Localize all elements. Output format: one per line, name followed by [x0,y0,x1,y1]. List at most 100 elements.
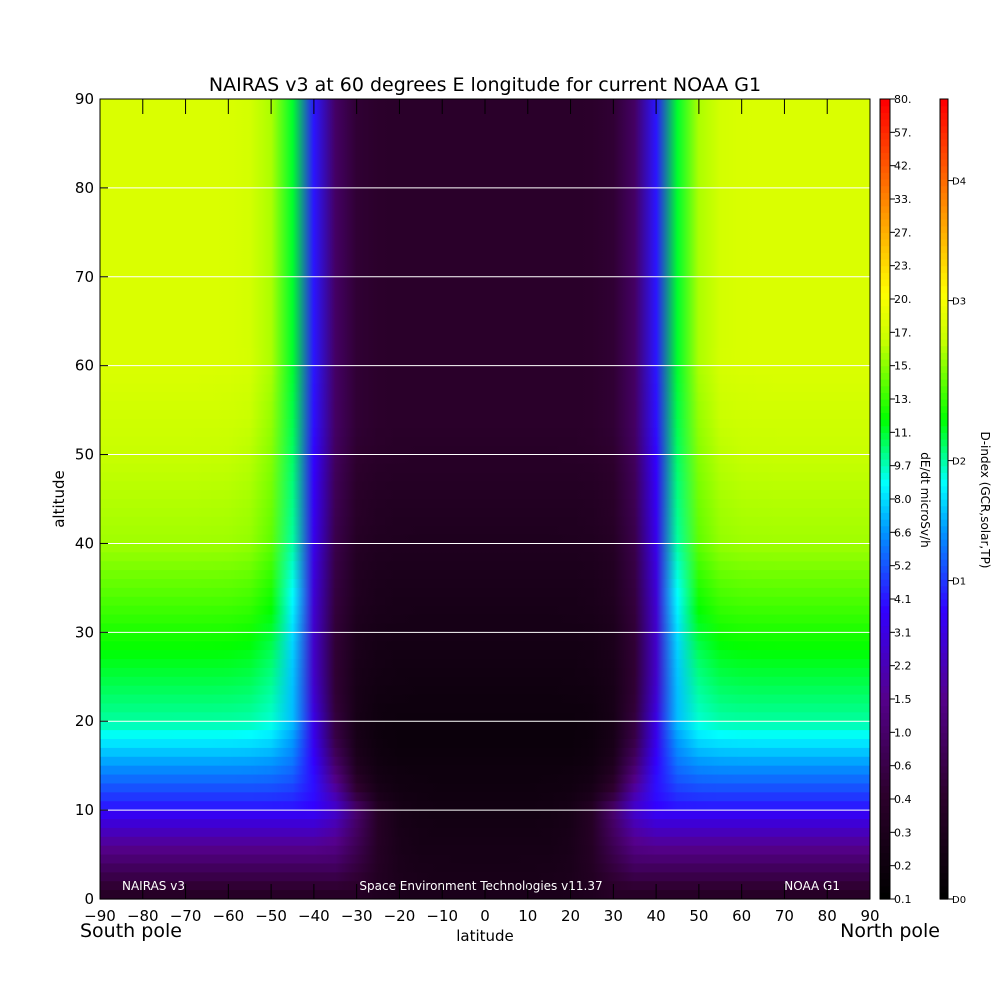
colorbar-cell [880,819,890,827]
colorbar-tick-label: 33. [894,193,912,206]
colorbar-cell [940,612,948,620]
colorbar-cell [880,612,890,620]
x-tick-label: 20 [561,907,580,925]
colorbar-cell [940,125,948,133]
colorbar-tick-label: 80. [894,93,912,106]
colorbar-cell [940,605,948,613]
heatmap-row [100,605,870,616]
colorbar-cell [940,819,948,827]
heatmap-row [100,827,870,838]
colorbar-cell [940,792,948,800]
colorbar-tick-label: 42. [894,160,912,173]
colorbar-cell [940,525,948,533]
footer-left: NAIRAS v3 [122,879,185,893]
heatmap-row [100,854,870,865]
colorbar-cell [940,245,948,253]
y-tick-label: 90 [75,90,94,108]
colorbar-cell [940,692,948,700]
colorbar-cell [940,365,948,373]
colorbar-cell [880,145,890,153]
colorbar-tick-label: 0.3 [894,826,912,839]
colorbar-cell [880,499,890,507]
heatmap-row [100,499,870,509]
colorbar-cell [880,559,890,567]
y-tick-label: 60 [75,357,94,375]
colorbar-cell [940,399,948,407]
colorbar-cell [940,539,948,547]
colorbar-cell [880,212,890,220]
dose-colorbar-label: dE/dt microSv/h [918,452,932,547]
colorbar-cell [940,645,948,653]
colorbar-tick-label: D0 [952,895,966,906]
colorbar-cell [940,772,948,780]
heatmap-row [100,241,870,251]
colorbar-tick-label: 5.2 [894,560,912,573]
x-tick-label: 90 [860,907,879,925]
colorbar-cell [880,792,890,800]
colorbar-cell [880,779,890,787]
colorbar-cell [880,465,890,473]
colorbar-cell [940,285,948,293]
heatmap-row [100,872,870,882]
colorbar-cell [880,279,890,287]
colorbar-cell [880,239,890,247]
colorbar-cell [940,512,948,520]
colorbar-cell [940,745,948,753]
north-pole-label: North pole [840,920,940,942]
heatmap-row [100,419,870,429]
colorbar-cell [880,605,890,613]
colorbar-cell [940,705,948,713]
colorbar-cell [880,319,890,327]
heatmap-row [100,232,870,242]
y-tick-label: 80 [75,179,94,197]
colorbar-cell [880,299,890,307]
colorbar-cell [880,519,890,527]
colorbar-cell [940,485,948,493]
x-tick-label: −90 [84,907,116,925]
colorbar-cell [880,865,890,873]
colorbar-cell [880,772,890,780]
heatmap-row [100,774,870,785]
colorbar-cell [880,525,890,533]
colorbar-cell [940,319,948,327]
colorbar-cell [940,292,948,300]
colorbar-cell [940,685,948,693]
heatmap-row [100,534,870,545]
x-tick-label: 30 [604,907,623,925]
colorbar-cell [940,352,948,360]
gridlines [100,187,870,811]
colorbar-cell [880,459,890,467]
colorbar-tick-label: 4.1 [894,593,912,606]
y-tick-label: 50 [75,446,94,464]
colorbar-cell [940,392,948,400]
y-tick-label: 0 [84,890,94,908]
heatmap-row [100,454,870,465]
colorbar-tick-label: 27. [894,226,912,239]
colorbar-cell [940,225,948,233]
colorbar-cell [880,305,890,313]
colorbar-cell [880,445,890,453]
colorbar-cell [940,779,948,787]
heatmap-row [100,410,870,420]
heatmap-row [100,125,870,136]
colorbar-cell [880,245,890,253]
y-tick-label: 40 [75,534,94,552]
colorbar-cell [940,825,948,833]
colorbar-cell [940,239,948,247]
colorbar-cell [940,719,948,727]
colorbar-cell [880,372,890,380]
colorbar-cell [940,785,948,793]
colorbar-cell [880,112,890,120]
colorbar-cell [880,885,890,893]
colorbar-cell [940,892,948,900]
heatmap-row [100,685,870,696]
heatmap-row [100,179,870,189]
colorbar-cell [880,765,890,773]
heatmap-row [100,783,870,793]
heatmap-row [100,463,870,473]
heatmap-row [100,347,870,358]
colorbar-cell [940,345,948,353]
colorbar-cell [880,872,890,880]
colorbar-cell [940,552,948,560]
